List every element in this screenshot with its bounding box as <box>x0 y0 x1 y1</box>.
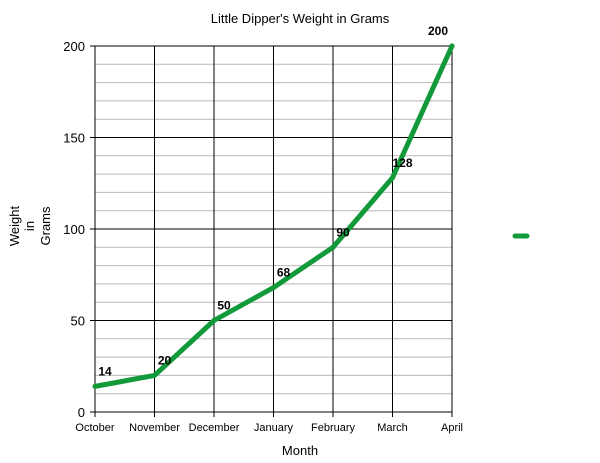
data-point <box>211 318 217 323</box>
data-point <box>390 175 395 181</box>
data-label: 128 <box>392 156 412 170</box>
x-tick-label: April <box>441 422 463 434</box>
x-tick-label: January <box>254 422 294 434</box>
y-tick-label: 50 <box>71 314 85 329</box>
data-label: 68 <box>277 266 291 280</box>
y-axis-ticks: 0 50 100 150 200 <box>63 39 95 420</box>
y-tick-label: 150 <box>63 131 85 146</box>
x-tick-label: October <box>75 422 114 434</box>
data-label: 200 <box>428 24 448 38</box>
data-point <box>449 43 455 49</box>
data-labels: 14 20 50 68 90 128 200 <box>98 24 448 378</box>
data-point <box>271 285 276 291</box>
data-point <box>330 244 336 250</box>
x-tick-label: December <box>189 422 240 434</box>
x-axis-ticks: October November December January February Ma… <box>75 412 463 434</box>
x-axis-label: Month <box>282 443 318 458</box>
y-axis-label-line-1: Weight <box>7 206 22 247</box>
x-tick-label: February <box>311 422 356 434</box>
series-layer <box>92 43 455 389</box>
y-tick-label: 0 <box>78 405 85 420</box>
y-axis-label-line-2: in <box>22 221 37 231</box>
y-tick-label: 100 <box>63 222 85 237</box>
x-tick-label: March <box>377 422 408 434</box>
data-point <box>92 383 98 389</box>
x-tick-label: November <box>129 422 180 434</box>
data-point <box>152 372 157 378</box>
data-label: 90 <box>336 225 350 239</box>
data-label: 50 <box>217 299 231 313</box>
chart-title: Little Dipper's Weight in Grams <box>211 11 390 26</box>
data-label: 20 <box>158 353 172 367</box>
plot-grid <box>94 45 453 413</box>
data-label: 14 <box>98 364 112 378</box>
y-tick-label: 200 <box>63 39 85 54</box>
y-axis-label-line-3: Grams <box>38 206 53 246</box>
